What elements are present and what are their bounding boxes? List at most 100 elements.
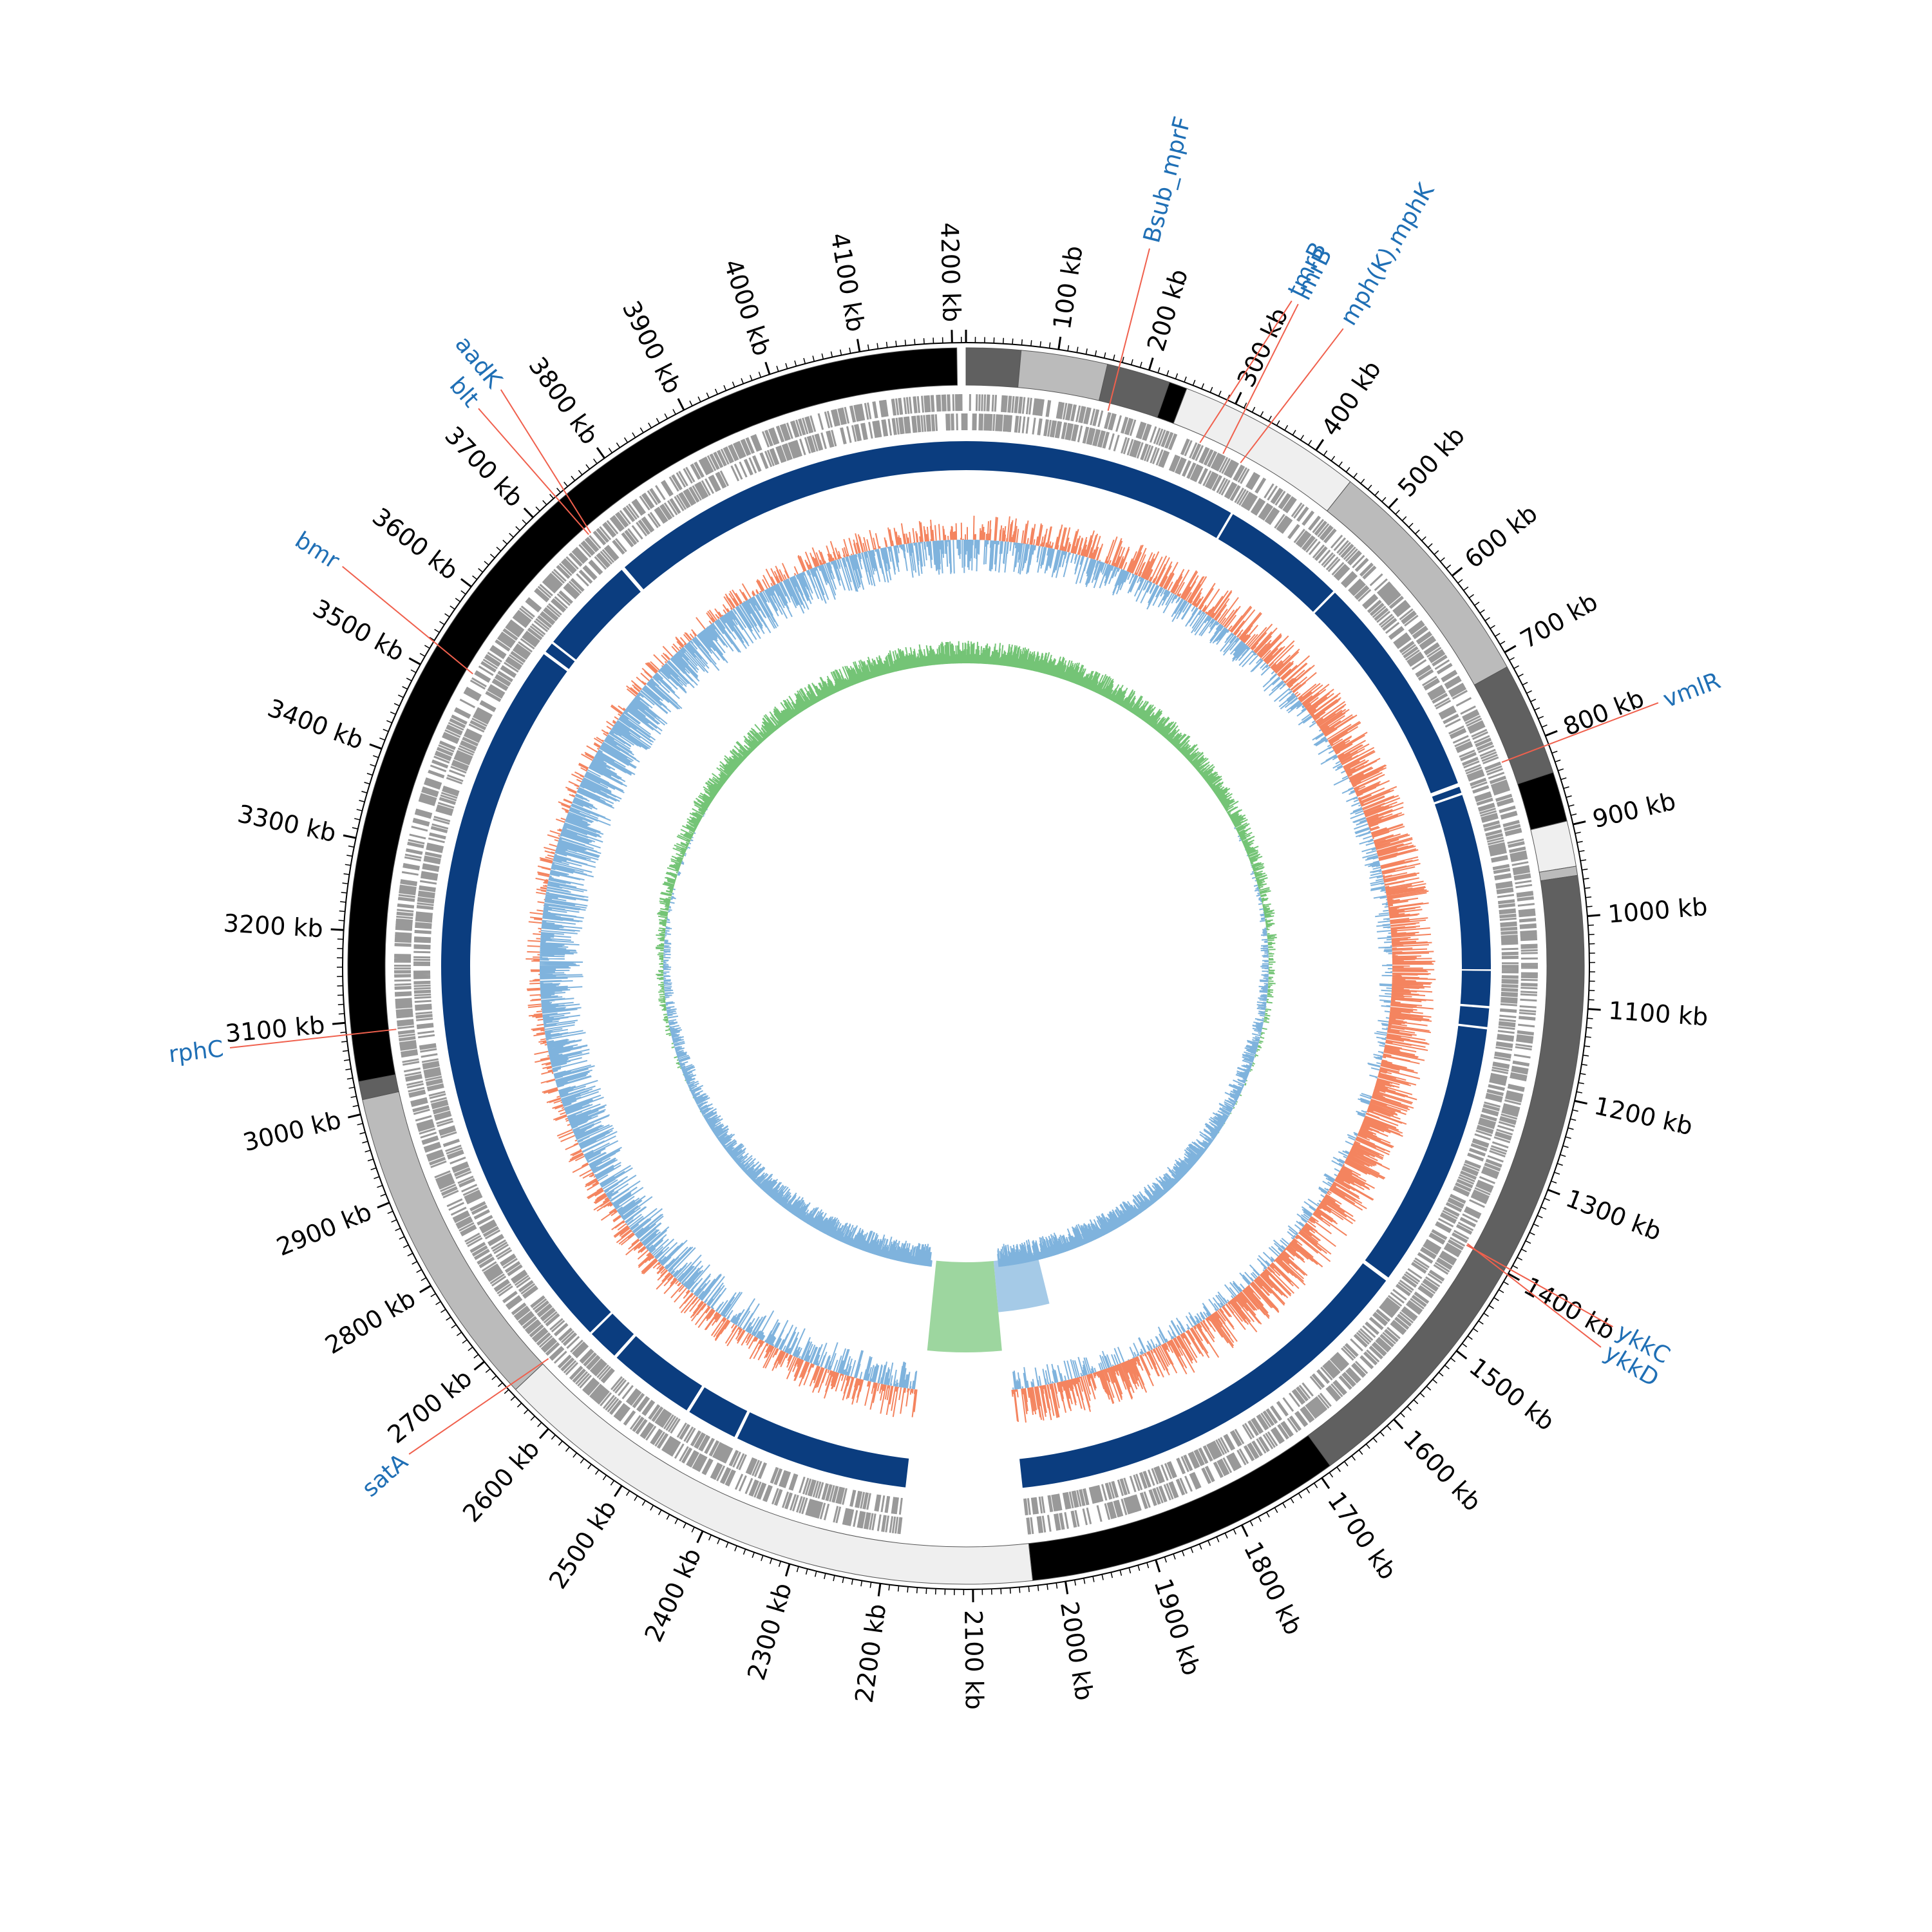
minor-tick — [1216, 1537, 1220, 1542]
minor-tick — [1019, 1587, 1021, 1593]
blast-hit-segment — [624, 441, 966, 590]
minor-tick — [648, 422, 652, 428]
minor-tick — [1490, 625, 1495, 629]
minor-tick — [1374, 491, 1379, 496]
minor-tick — [357, 1122, 363, 1126]
coordinate-tick-ring — [330, 330, 1601, 1602]
gene-leader-line — [1107, 248, 1150, 412]
minor-tick — [876, 343, 879, 349]
minor-tick — [1578, 850, 1585, 853]
minor-tick — [1479, 609, 1485, 614]
minor-tick — [1260, 411, 1264, 417]
minor-tick — [406, 677, 412, 681]
tick-label: 1300 kb — [1562, 1184, 1665, 1246]
major-tick — [677, 398, 685, 411]
minor-tick — [1190, 1547, 1194, 1553]
minor-tick — [1164, 1557, 1167, 1563]
minor-tick — [1085, 348, 1088, 355]
minor-tick — [419, 653, 426, 657]
gene-label-vmlr: vmlR — [1660, 668, 1724, 714]
minor-tick — [805, 1568, 808, 1575]
minor-tick — [1184, 376, 1187, 383]
minor-tick — [1483, 1312, 1489, 1317]
minor-tick — [478, 568, 484, 573]
tick-label: 3400 kb — [264, 694, 368, 755]
minor-tick — [689, 400, 693, 406]
minor-tick — [585, 464, 590, 469]
minor-tick — [594, 1469, 600, 1475]
minor-tick — [549, 493, 554, 499]
minor-tick — [1450, 1358, 1456, 1363]
gc-skew-block — [993, 1253, 1050, 1312]
minor-tick — [1509, 657, 1515, 661]
minor-tick — [1518, 673, 1524, 677]
minor-tick — [416, 1269, 422, 1273]
minor-tick — [1336, 1466, 1341, 1472]
minor-tick — [1365, 1443, 1370, 1449]
major-tick — [1155, 1559, 1161, 1573]
minor-tick — [537, 1422, 542, 1427]
minor-tick — [1209, 386, 1213, 393]
minor-tick — [1584, 887, 1591, 889]
minor-tick — [1028, 1586, 1030, 1593]
minor-tick — [1544, 1198, 1550, 1201]
minor-tick — [830, 351, 833, 357]
blast-hit-segment — [966, 441, 1231, 538]
minor-tick — [666, 1514, 670, 1520]
minor-tick — [1583, 878, 1589, 880]
tick-label: 3800 kb — [523, 352, 604, 450]
tick-label: 1600 kb — [1397, 1425, 1486, 1517]
minor-tick — [1521, 1248, 1527, 1253]
minor-tick — [842, 1577, 844, 1584]
minor-tick — [1198, 1544, 1202, 1550]
minor-tick — [386, 720, 392, 724]
minor-tick — [725, 1542, 729, 1548]
minor-tick — [1582, 1054, 1589, 1057]
minor-tick — [610, 1480, 615, 1486]
minor-tick — [489, 553, 495, 558]
gene-leader-line — [1199, 300, 1293, 444]
tick-label: 2700 kb — [383, 1364, 478, 1449]
blast-hit-segment — [441, 654, 611, 1332]
minor-tick — [1400, 1412, 1405, 1417]
major-tick — [377, 1202, 390, 1209]
minor-tick — [1576, 1091, 1583, 1094]
tick-label: 2900 kb — [272, 1197, 375, 1262]
gene-label-bmr: bmr — [290, 527, 345, 574]
gene-feature-track — [393, 393, 1539, 1535]
tick-label: 500 kb — [1392, 421, 1470, 502]
minor-tick — [379, 737, 386, 741]
major-tick — [1587, 1008, 1601, 1011]
minor-tick — [580, 1458, 585, 1464]
minor-tick — [1570, 1118, 1577, 1121]
minor-tick — [697, 396, 701, 402]
minor-tick — [1381, 497, 1387, 502]
forward-strand-genes — [393, 393, 1539, 1535]
minor-tick — [1313, 1482, 1318, 1488]
minor-tick — [1192, 379, 1196, 386]
minor-tick — [1037, 1585, 1039, 1591]
major-tick — [1388, 497, 1399, 509]
minor-tick — [370, 764, 376, 767]
contig-ring — [347, 347, 1585, 1585]
minor-tick — [424, 645, 430, 649]
minor-tick — [504, 1389, 509, 1394]
minor-tick — [1463, 586, 1469, 591]
minor-tick — [1467, 1335, 1473, 1340]
minor-tick — [1586, 1027, 1593, 1029]
gene-leader-line — [1222, 303, 1299, 454]
tick-label: 2300 kb — [742, 1580, 797, 1683]
minor-tick — [1426, 1385, 1432, 1391]
minor-tick — [1343, 1461, 1349, 1466]
minor-tick — [851, 1578, 853, 1585]
minor-tick — [1083, 1578, 1086, 1584]
tick-label: 4100 kb — [825, 231, 870, 334]
minor-tick — [338, 920, 345, 922]
minor-tick — [1488, 1305, 1494, 1309]
minor-tick — [732, 381, 735, 388]
minor-tick — [821, 353, 824, 359]
minor-tick — [833, 1575, 835, 1582]
minor-tick — [632, 432, 636, 438]
minor-tick — [1498, 1289, 1504, 1293]
minor-tick — [455, 598, 460, 602]
